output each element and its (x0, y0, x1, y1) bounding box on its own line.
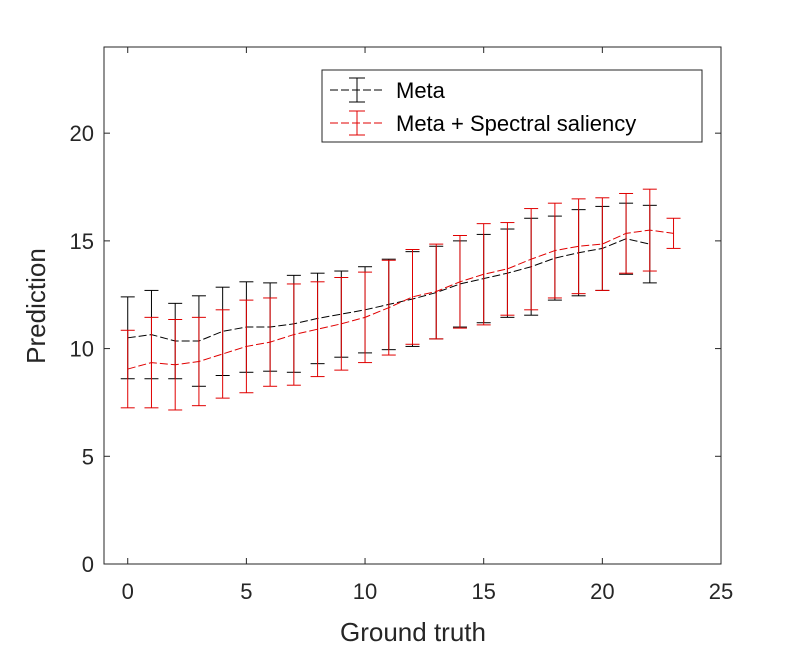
plot-layer (120, 188, 681, 411)
y-tick-label: 5 (82, 444, 94, 469)
x-tick-label: 25 (709, 579, 733, 604)
x-tick-label: 15 (471, 579, 495, 604)
legend-entry-meta-spectral: Meta + Spectral saliency (330, 110, 636, 136)
legend-label-meta-spectral: Meta + Spectral saliency (396, 111, 636, 136)
legend-box (321, 69, 703, 143)
x-tick-label: 5 (240, 579, 252, 604)
legend-entry-meta: Meta (330, 77, 446, 103)
series-line (127, 229, 674, 370)
legend-label-meta: Meta (396, 78, 446, 103)
y-tick-label: 20 (70, 121, 94, 146)
x-tick-label: 10 (353, 579, 377, 604)
x-tick-label: 0 (122, 579, 134, 604)
legend: Meta Meta + Spectral saliency (321, 69, 703, 143)
x-axis-ticks: 0 5 10 15 20 25 (122, 47, 733, 604)
y-tick-label: 0 (82, 552, 94, 577)
x-tick-label: 20 (590, 579, 614, 604)
y-tick-label: 10 (70, 337, 94, 362)
y-axis-label: Prediction (21, 248, 51, 364)
y-axis-ticks: 0 5 10 15 20 (70, 121, 721, 577)
x-axis-label: Ground truth (340, 617, 486, 647)
series-1 (120, 188, 681, 411)
y-tick-label: 15 (70, 229, 94, 254)
